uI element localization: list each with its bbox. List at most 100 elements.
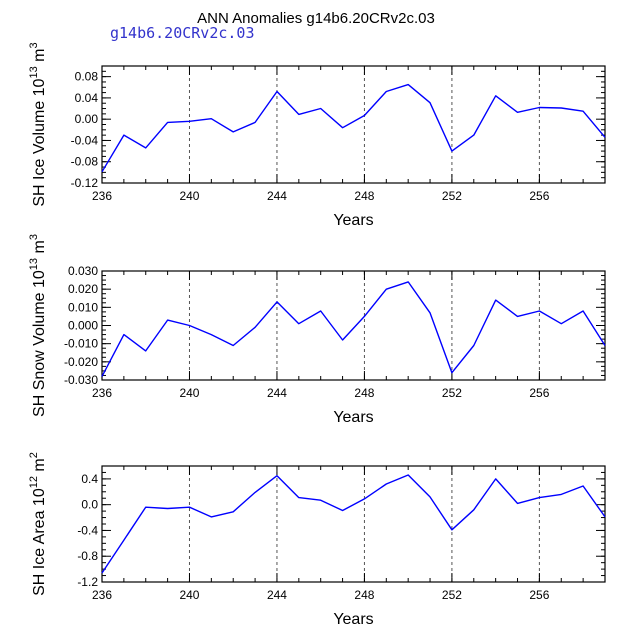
data-point (101, 571, 104, 574)
data-point (560, 107, 563, 110)
data-point (101, 170, 104, 173)
x-tick-label: 248 (354, 189, 374, 203)
data-point (122, 539, 125, 542)
y-tick-label: -0.12 (71, 176, 99, 190)
figure-title: ANN Anomalies g14b6.20CRv2c.03 (197, 10, 435, 27)
data-point (516, 111, 519, 114)
y-tick-label: -0.030 (64, 373, 98, 387)
y-axis-label: SH Ice Volume 1013 m3 (28, 42, 48, 206)
data-point (232, 510, 235, 513)
data-point (166, 507, 169, 510)
data-point (516, 502, 519, 505)
y-tick-label: 0.4 (81, 472, 98, 486)
x-axis-label: Years (333, 611, 373, 628)
plot-frame (101, 270, 606, 381)
data-point (254, 121, 257, 124)
data-point (210, 333, 213, 336)
data-point (144, 146, 147, 149)
data-point (275, 90, 278, 93)
data-point (538, 309, 541, 312)
y-axis-label-unit-exponent: 2 (28, 452, 40, 458)
data-point (232, 344, 235, 347)
x-tick-label: 252 (442, 386, 462, 400)
y-tick-label: 0.08 (75, 70, 99, 84)
y-axis-label-text: SH Snow Volume 10 (31, 270, 48, 417)
y-tick-label: 0.0 (81, 498, 98, 512)
x-tick-label: 236 (92, 386, 112, 400)
data-point (341, 509, 344, 512)
data-point (494, 477, 497, 480)
data-point (472, 134, 475, 137)
data-point (275, 474, 278, 477)
x-tick-label: 240 (179, 386, 199, 400)
x-tick-label: 248 (354, 386, 374, 400)
data-point (560, 493, 563, 496)
y-tick-label: 0.04 (75, 91, 99, 105)
y-tick-label: -1.2 (77, 575, 98, 589)
data-point (319, 499, 322, 502)
data-point (144, 506, 147, 509)
x-axis-label: Years (333, 409, 373, 426)
series-line (101, 83, 606, 173)
data-point (494, 299, 497, 302)
x-tick-label: 256 (529, 189, 549, 203)
data-point (341, 126, 344, 129)
data-point (472, 344, 475, 347)
data-point (122, 333, 125, 336)
y-tick-label: 0.010 (68, 300, 98, 314)
y-axis-label-exponent: 12 (28, 476, 40, 488)
x-tick-label: 240 (179, 189, 199, 203)
data-point (188, 324, 191, 327)
y-tick-label: -0.08 (71, 155, 99, 169)
panel-1: 236 240 244 248 252 256 -0.12 -0.08 -0.04 0.00 0.0… (28, 42, 606, 229)
data-point (363, 497, 366, 500)
y-tick-label: -0.020 (64, 355, 98, 369)
data-point (450, 371, 453, 374)
data-point (560, 322, 563, 325)
x-tick-label: 252 (442, 189, 462, 203)
x-tick-label: 256 (529, 386, 549, 400)
data-point (341, 339, 344, 342)
y-tick-label: 0.030 (68, 264, 98, 278)
series-line (101, 281, 606, 377)
x-axis-label: Years (333, 212, 373, 229)
data-point (101, 375, 104, 378)
x-tick-label: 244 (267, 386, 287, 400)
data-point (407, 83, 410, 86)
x-tick-label: 256 (529, 588, 549, 602)
x-tick-label: 236 (92, 588, 112, 602)
data-point (538, 106, 541, 109)
x-tick-label: 240 (179, 588, 199, 602)
data-point (582, 110, 585, 113)
data-point (232, 130, 235, 133)
plot-frame (101, 465, 606, 583)
y-tick-label: 0.00 (75, 112, 99, 126)
data-point (472, 508, 475, 511)
data-point (429, 101, 432, 104)
data-point (582, 309, 585, 312)
y-axis-label-unit-exponent: 3 (28, 42, 40, 48)
x-tick-label: 252 (442, 588, 462, 602)
y-axis-label-exponent: 13 (28, 66, 40, 78)
data-point (407, 280, 410, 283)
y-axis-label-text: SH Ice Area 10 (31, 488, 48, 596)
data-point (297, 322, 300, 325)
y-tick-label: -0.8 (77, 549, 98, 563)
data-point (450, 528, 453, 531)
y-axis-label-unit: m (31, 49, 48, 67)
data-point (166, 319, 169, 322)
data-point (604, 515, 607, 518)
data-point (188, 506, 191, 509)
data-point (319, 309, 322, 312)
data-point (429, 495, 432, 498)
data-point (363, 114, 366, 117)
data-point (210, 117, 213, 120)
data-point (363, 315, 366, 318)
data-point (188, 120, 191, 123)
plot-frame (101, 65, 606, 184)
data-point (210, 515, 213, 518)
data-point (407, 474, 410, 477)
data-point (494, 94, 497, 97)
data-point (297, 496, 300, 499)
data-point (297, 113, 300, 116)
